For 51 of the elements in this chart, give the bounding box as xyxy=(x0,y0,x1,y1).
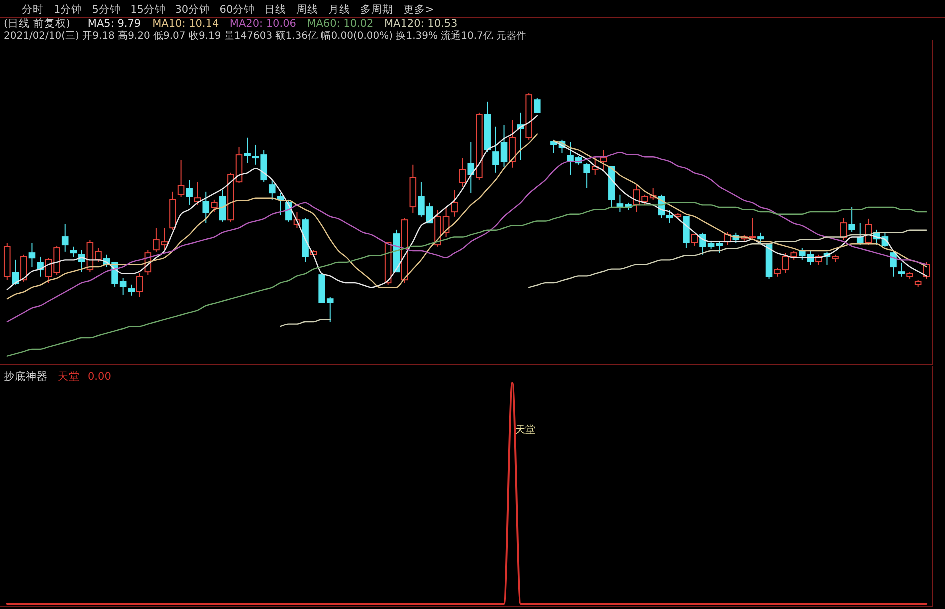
annotation: 天堂 xyxy=(516,424,536,436)
candlestick xyxy=(600,150,608,170)
text: 1分钟 xyxy=(54,4,83,16)
text: 多周期 xyxy=(360,4,394,16)
candlestick xyxy=(758,232,764,244)
text: MA60: 10.02 xyxy=(307,18,374,30)
candlestick xyxy=(848,206,856,233)
text: 5分钟 xyxy=(92,4,121,16)
text: 日线 xyxy=(264,3,286,16)
chart-title: (日线 前复权) xyxy=(4,17,71,30)
candlestick xyxy=(178,160,185,198)
candlestick xyxy=(898,262,906,278)
text: MA10: 10.14 xyxy=(152,18,220,30)
chart-title: 抄底神器 xyxy=(4,370,48,383)
text: 15分钟 xyxy=(130,4,166,16)
candlestick xyxy=(865,218,872,246)
candlestick xyxy=(128,284,135,296)
text: 更多> xyxy=(403,4,434,16)
candlestick xyxy=(584,162,590,189)
chart-subtitle: 2021/02/10(三) 开9.18 高9.20 低9.07 收9.19 量147603 额1.36亿 幅0.00(0.00%) 换1.39% 流通10.7亿 元器件 xyxy=(4,30,527,42)
text: MA120: 10.53 xyxy=(384,18,458,30)
candlestick xyxy=(136,272,144,298)
candlestick xyxy=(451,190,458,218)
annotation: 0.00 xyxy=(88,371,112,383)
text: 30分钟 xyxy=(175,4,211,16)
candlestick xyxy=(70,246,78,258)
candlestick xyxy=(459,158,466,188)
candlestick xyxy=(62,223,69,252)
candlestick xyxy=(890,251,897,278)
text: MA20: 10.06 xyxy=(230,18,297,30)
candlestick xyxy=(20,254,28,282)
text: 月线 xyxy=(328,3,350,16)
text: 分时 xyxy=(22,3,44,16)
candlestick xyxy=(534,98,541,114)
candlestick xyxy=(691,234,698,246)
candlestick xyxy=(219,190,226,222)
candlestick xyxy=(194,182,202,206)
candlestick xyxy=(856,222,864,246)
candlestick xyxy=(211,199,218,213)
text: 周线 xyxy=(296,3,318,16)
candlestick xyxy=(186,180,193,206)
candlestick xyxy=(244,137,251,164)
candlestick xyxy=(592,156,599,176)
text: 天堂 xyxy=(58,370,80,383)
text: 60分钟 xyxy=(220,4,256,16)
candlestick xyxy=(468,142,475,194)
text: MA5: 9.79 xyxy=(88,18,142,30)
candlestick xyxy=(666,210,674,224)
candlestick xyxy=(28,242,36,268)
candlestick xyxy=(202,191,210,224)
candlestick xyxy=(268,180,276,200)
